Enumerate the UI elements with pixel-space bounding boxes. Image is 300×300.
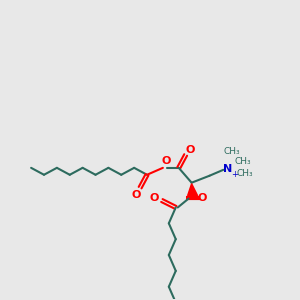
Text: +: + (231, 170, 238, 179)
Text: CH₃: CH₃ (235, 158, 251, 166)
Text: CH₃: CH₃ (237, 169, 254, 178)
Text: CH₃: CH₃ (224, 148, 241, 157)
Polygon shape (188, 184, 198, 196)
Text: O: O (161, 156, 170, 166)
Text: O: O (186, 145, 195, 155)
Text: N: N (223, 164, 232, 174)
Text: O: O (131, 190, 141, 200)
Text: O: O (149, 193, 159, 202)
Text: O: O (198, 193, 207, 202)
